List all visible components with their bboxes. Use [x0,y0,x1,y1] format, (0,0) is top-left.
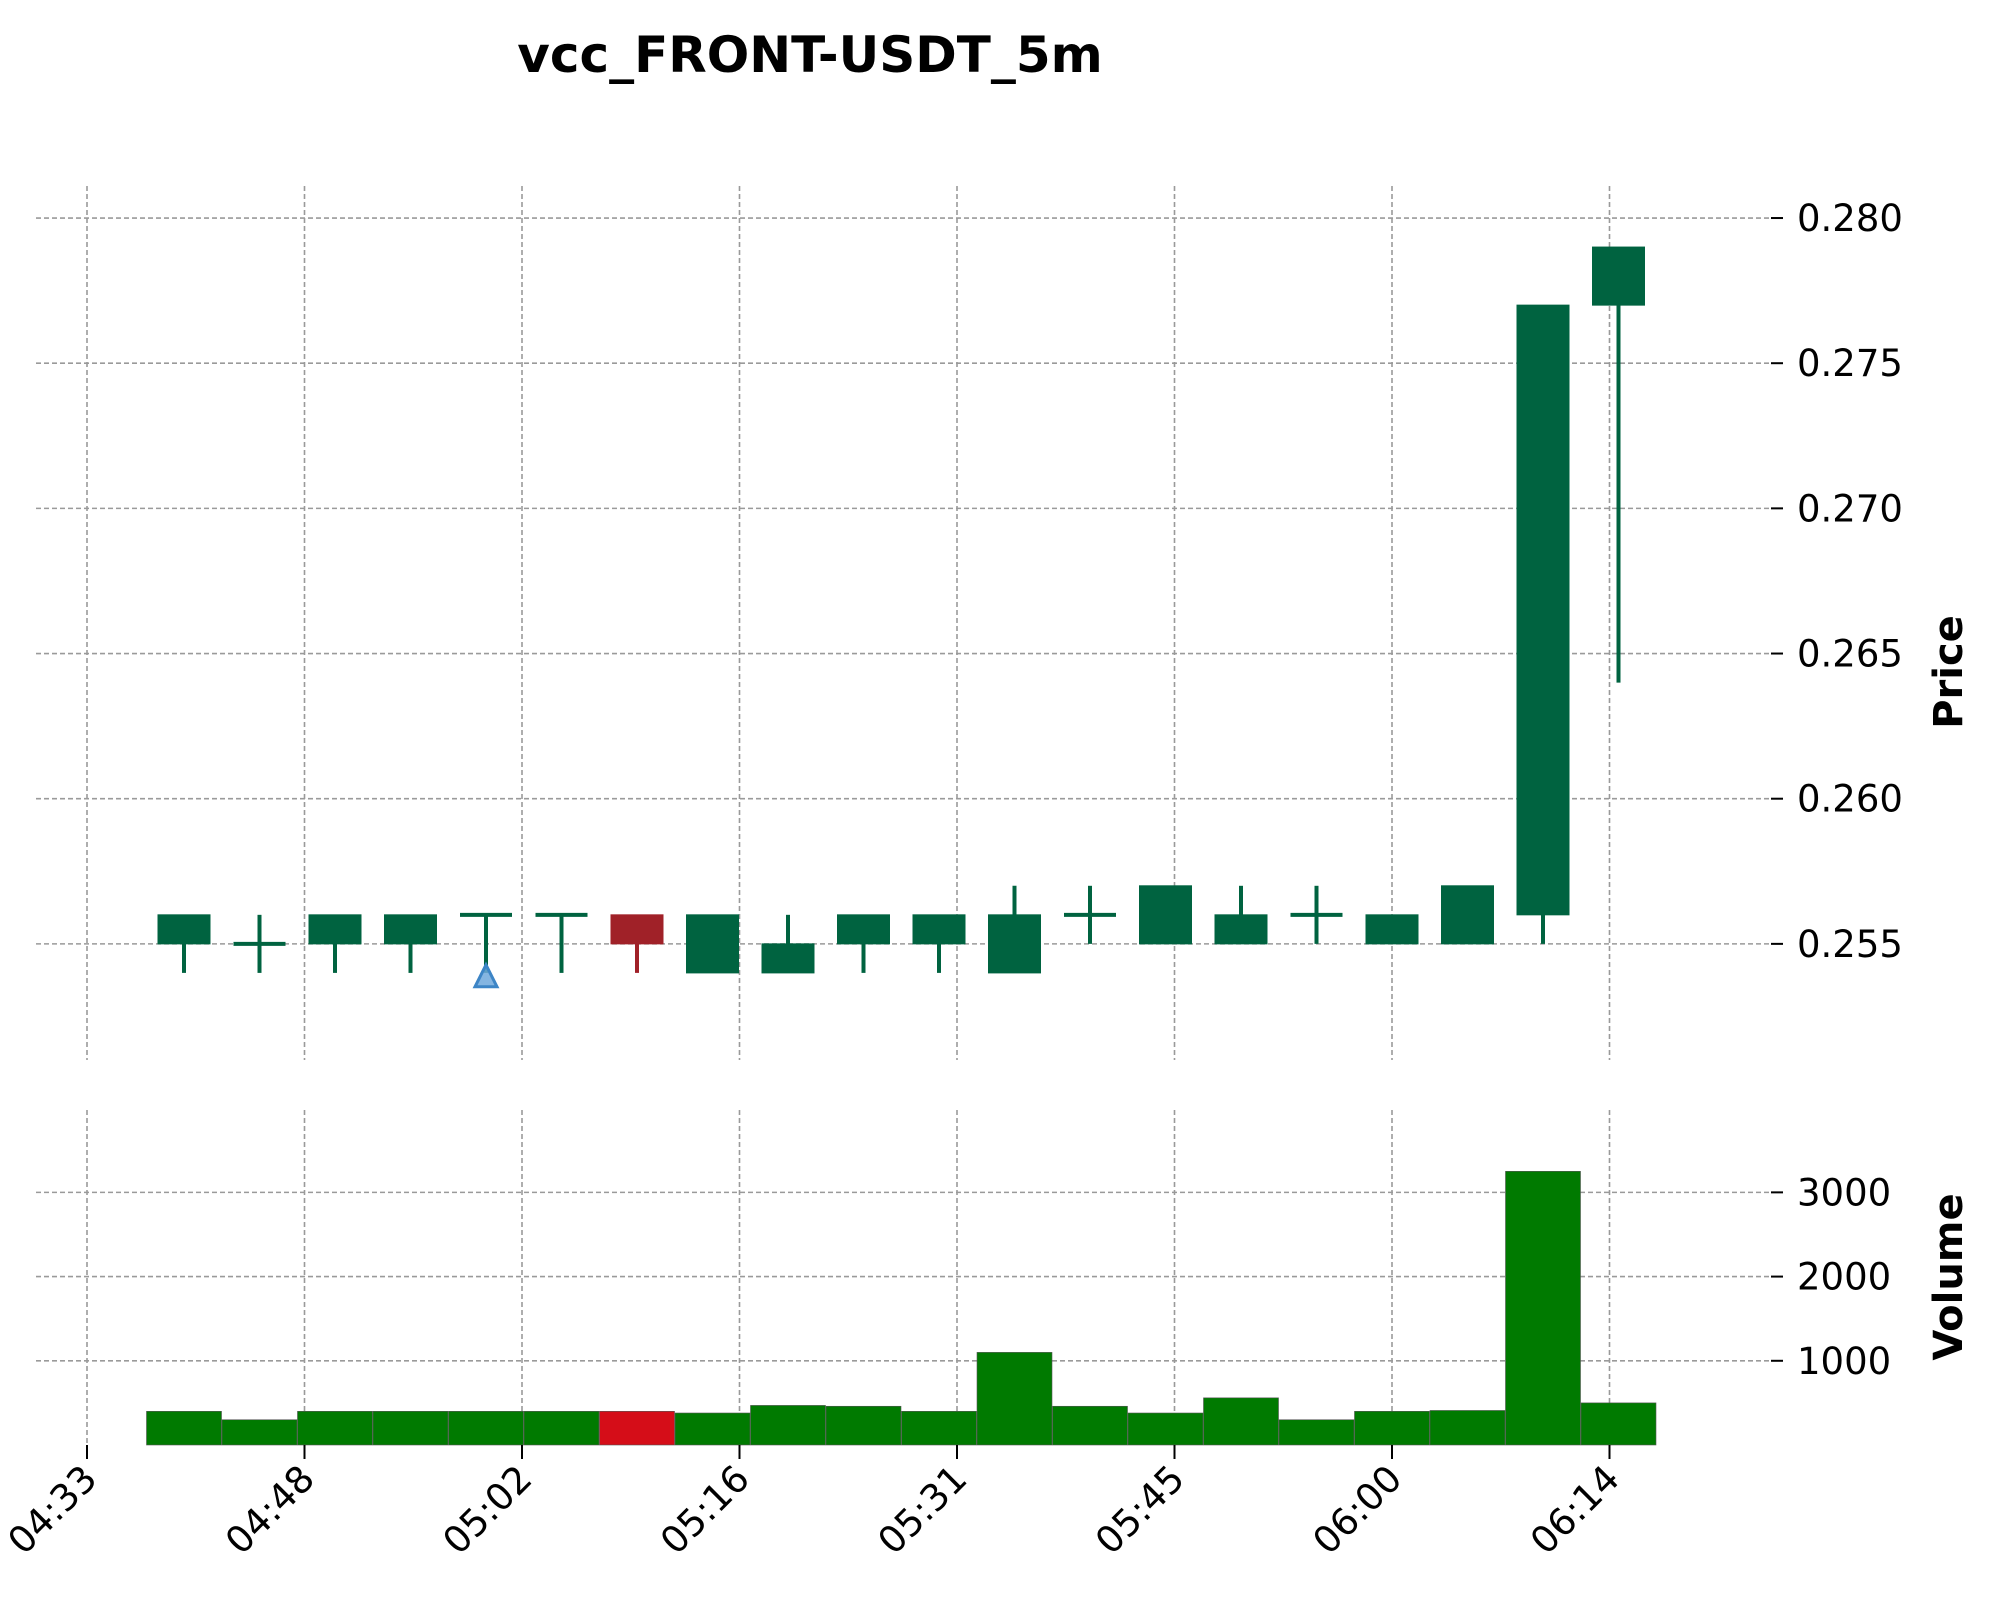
candle-body [837,914,890,945]
price-tick-label: 0.255 [1797,923,1903,966]
volume-tick-label: 2000 [1797,1256,1891,1299]
chart-title: vcc_FRONT-USDT_5m [517,26,1103,84]
x-tick-label: 05:45 [1087,1457,1193,1563]
volume-bar [1203,1397,1279,1446]
x-tick-label: 06:00 [1305,1457,1411,1563]
price-tick-label: 0.280 [1797,197,1903,240]
volume-bar [372,1411,449,1446]
x-tick-label: 06:14 [1522,1457,1628,1563]
volume-bar [825,1405,902,1446]
candle-body [988,914,1041,974]
volume-bar [448,1411,524,1446]
price-tick-label: 0.265 [1797,633,1903,676]
volume-tick-label: 3000 [1797,1171,1891,1214]
candle-body [308,914,362,945]
volume-bar [674,1412,751,1446]
x-tick-label: 05:16 [652,1457,758,1563]
volume-bar [1278,1419,1355,1446]
volume-bar [221,1419,298,1446]
volume-panel: 1000 2000 3000 [36,1110,1891,1446]
volume-bar [1052,1405,1128,1446]
candle-body [1214,914,1268,945]
candle-body [761,943,815,974]
x-tick-label: 05:31 [870,1457,976,1563]
volume-bar [1354,1411,1430,1446]
volume-bar [599,1411,675,1446]
volume-bar [750,1405,826,1446]
x-tick-label: 04:33 [0,1457,105,1563]
volume-bar [1505,1171,1581,1446]
price-tick-label: 0.275 [1797,342,1903,385]
candle-body [1592,246,1645,306]
candle-body [157,914,211,945]
volume-bar [901,1411,977,1446]
volume-bar [297,1411,373,1446]
volume-bar [976,1352,1053,1446]
volume-bar [523,1411,600,1446]
candle-body [1516,304,1570,916]
signal-marker [472,961,500,989]
x-axis: 04:33 04:48 05:02 05:16 05:31 05:45 06:00 06:14 [0,1445,1628,1563]
price-tick-label: 0.270 [1797,487,1903,530]
candle-body [1365,914,1419,945]
price-panel: 0.255 0.260 0.265 0.270 0.275 0.280 [36,186,1903,1060]
volume-bar [1429,1410,1506,1446]
volume-bar [146,1411,222,1446]
volume-tick-label: 1000 [1797,1340,1891,1383]
candle-body [610,914,664,945]
x-tick-label: 05:02 [435,1457,541,1563]
candle-body [1441,885,1494,945]
candle-body [1139,885,1192,945]
price-tick-label: 0.260 [1797,778,1903,821]
volume-bar [1580,1402,1657,1446]
candle-body [912,914,966,945]
candle-body [686,914,739,974]
volume-bar [1127,1412,1204,1446]
volume-axis-label: Volume [1926,1193,1972,1360]
price-axis-label: Price [1926,615,1972,729]
candle-body [384,914,437,945]
x-tick-label: 04:48 [217,1457,323,1563]
